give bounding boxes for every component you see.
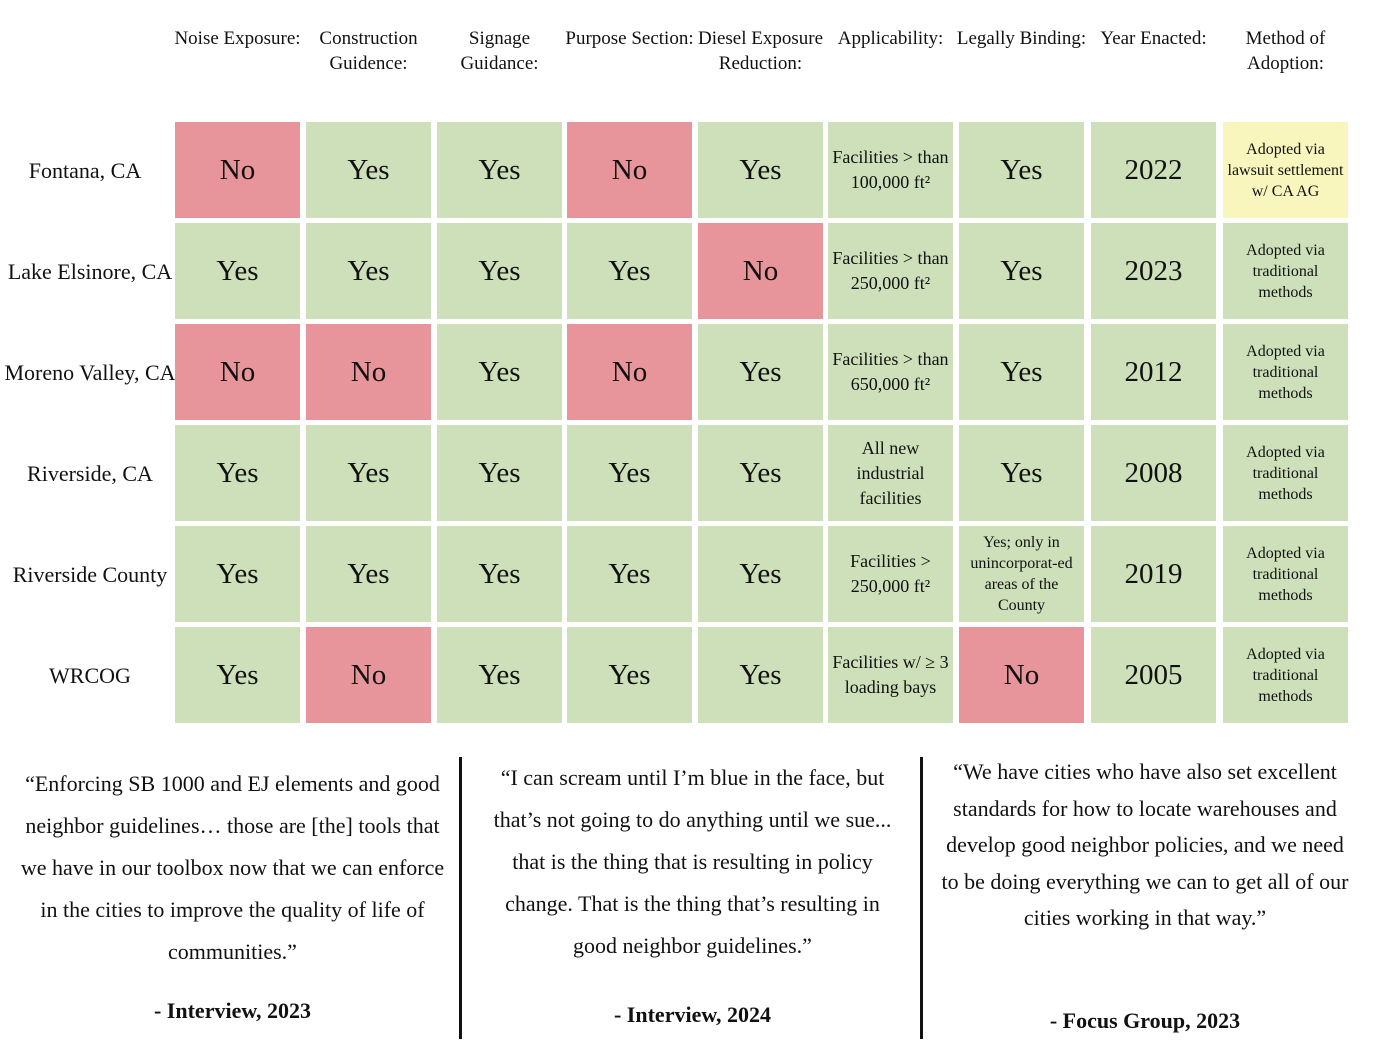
table-cell: Facilities > than 250,000 ft² — [828, 223, 953, 319]
table-cell: No — [567, 122, 692, 218]
table-cell: Yes — [959, 324, 1084, 420]
row-label: Riverside, CA — [27, 460, 153, 486]
table-cell: Yes — [306, 425, 431, 521]
table-cell: Yes — [959, 223, 1084, 319]
column-header: Purpose Section: — [565, 28, 694, 49]
table-cell: Yes — [175, 627, 300, 723]
table-cell: Yes — [306, 122, 431, 218]
table-cell: Yes — [175, 425, 300, 521]
table-cell: Yes — [567, 526, 692, 622]
table-cell: Yes — [306, 526, 431, 622]
table-cell: Yes — [306, 223, 431, 319]
quote-text: “I can scream until I’m blue in the face… — [493, 765, 892, 958]
table-cell: Adopted via traditional methods — [1223, 526, 1348, 622]
table-cell: 2008 — [1091, 425, 1216, 521]
table-cell: No — [175, 122, 300, 218]
quote-attribution: - Focus Group, 2023 — [1049, 1008, 1241, 1033]
table-cell: Facilities w/ ≥ 3 loading bays — [828, 627, 953, 723]
table-cell: Yes — [567, 627, 692, 723]
table-cell: Yes — [437, 627, 562, 723]
table-cell: All new industrial facilities — [828, 425, 953, 521]
column-header: Legally Binding: — [956, 28, 1087, 49]
table-cell: Adopted via lawsuit settlement w/ CA AG — [1223, 122, 1348, 218]
row-label: WRCOG — [49, 662, 131, 688]
table-cell: Yes — [959, 122, 1084, 218]
table-cell: Yes — [437, 324, 562, 420]
column-header: Diesel Exposure Reduction: — [697, 28, 824, 74]
column-header: Signage Guidance: — [460, 28, 539, 74]
table-cell: Yes — [698, 526, 823, 622]
table-cell: Yes — [959, 425, 1084, 521]
column-header: Applicability: — [837, 28, 944, 49]
table-cell: No — [306, 627, 431, 723]
table-cell: Yes — [698, 627, 823, 723]
table-cell: Yes — [698, 122, 823, 218]
table-cell: Yes — [175, 223, 300, 319]
table-cell: Yes — [175, 526, 300, 622]
table-cell: No — [698, 223, 823, 319]
table-cell: 2005 — [1091, 627, 1216, 723]
quote-attribution: - Interview, 2024 — [613, 1002, 772, 1027]
table-cell: Yes — [698, 425, 823, 521]
row-label: Lake Elsinore, CA — [7, 258, 173, 284]
quote-text: “We have cities who have also set excell… — [941, 759, 1349, 930]
table-cell: Yes — [567, 425, 692, 521]
quote-attribution: - Interview, 2023 — [153, 998, 312, 1023]
table-cell: No — [959, 627, 1084, 723]
table-cell: No — [175, 324, 300, 420]
row-label: Moreno Valley, CA — [4, 359, 176, 385]
table-cell: 2012 — [1091, 324, 1216, 420]
table-cell: Yes — [437, 526, 562, 622]
table-cell: Yes — [437, 122, 562, 218]
divider — [920, 757, 923, 1039]
table-cell: Yes — [437, 223, 562, 319]
quote-text: “Enforcing SB 1000 and EJ elements and g… — [20, 771, 445, 964]
table-cell: Facilities > than 650,000 ft² — [828, 324, 953, 420]
table-cell: 2019 — [1091, 526, 1216, 622]
table-cell: No — [306, 324, 431, 420]
table-cell: No — [567, 324, 692, 420]
row-label: Riverside County — [12, 561, 168, 587]
table-cell: Adopted via traditional methods — [1223, 627, 1348, 723]
table-cell: Yes — [437, 425, 562, 521]
divider — [459, 757, 462, 1039]
table-cell: Yes — [698, 324, 823, 420]
table-cell: Adopted via traditional methods — [1223, 425, 1348, 521]
table-cell: 2023 — [1091, 223, 1216, 319]
table-cell: Facilities > 250,000 ft² — [828, 526, 953, 622]
table-cell: Adopted via traditional methods — [1223, 223, 1348, 319]
column-header: Method of Adoption: — [1245, 28, 1326, 74]
table-cell: Facilities > than 100,000 ft² — [828, 122, 953, 218]
column-header: Noise Exposure: — [174, 28, 301, 49]
row-label: Fontana, CA — [28, 157, 142, 183]
table-cell: Yes; only in unincorporat-ed areas of th… — [959, 526, 1084, 622]
column-header: Construction Guidence: — [319, 28, 418, 74]
column-header: Year Enacted: — [1100, 28, 1207, 49]
table-cell: Yes — [567, 223, 692, 319]
table-cell: 2022 — [1091, 122, 1216, 218]
table-cell: Adopted via traditional methods — [1223, 324, 1348, 420]
